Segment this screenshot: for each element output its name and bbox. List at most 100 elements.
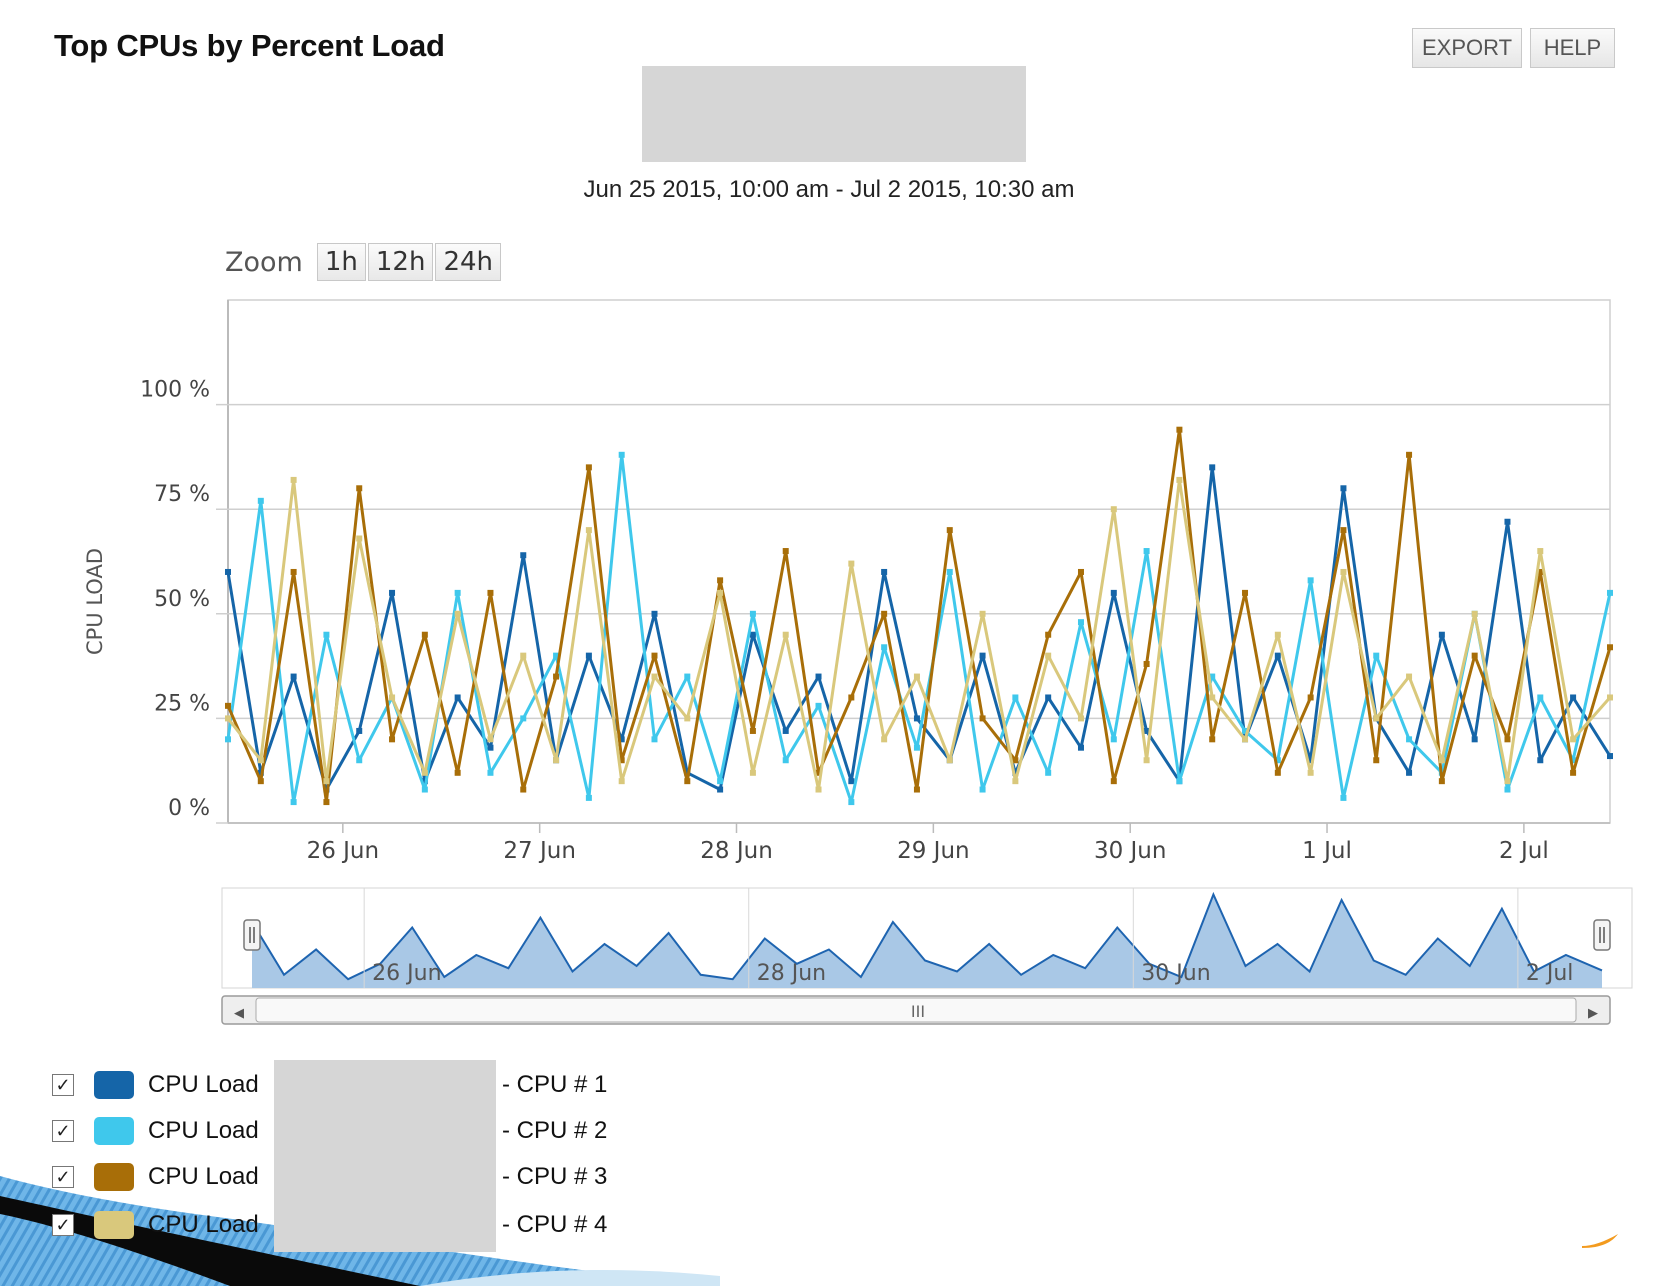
- data-point: [1340, 485, 1347, 492]
- legend-suffix: - CPU # 4: [502, 1211, 608, 1238]
- data-point: [881, 644, 888, 651]
- navigator-handle-right[interactable]: [1593, 919, 1611, 951]
- data-point: [1077, 619, 1084, 626]
- data-point: [1274, 769, 1281, 776]
- zoom-24h-button[interactable]: 24h: [435, 243, 501, 281]
- data-point: [881, 568, 888, 575]
- data-point: [1537, 757, 1544, 764]
- data-point: [979, 652, 986, 659]
- data-point: [618, 778, 625, 785]
- data-point: [1607, 644, 1613, 651]
- scrollbar-thumb[interactable]: [255, 997, 1577, 1023]
- data-point: [1012, 694, 1019, 701]
- scroll-right-arrow-icon[interactable]: ▶: [1588, 1006, 1598, 1021]
- export-button[interactable]: EXPORT: [1412, 28, 1522, 68]
- data-point: [913, 673, 920, 680]
- legend-suffix: - CPU # 3: [502, 1163, 608, 1190]
- data-point: [1373, 757, 1380, 764]
- x-tick-label: 30 Jun: [1094, 838, 1167, 864]
- y-tick-label: 0 %: [168, 796, 210, 821]
- help-button[interactable]: HELP: [1530, 28, 1615, 68]
- data-point: [749, 631, 756, 638]
- zoom-1h-button[interactable]: 1h: [316, 243, 366, 281]
- navigator-label: 26 Jun: [372, 961, 441, 986]
- legend-suffix: - CPU # 1: [502, 1071, 608, 1098]
- scroll-left-arrow-icon[interactable]: ◀: [234, 1006, 244, 1021]
- data-point: [1406, 769, 1413, 776]
- legend-label: CPU Load: [148, 1117, 259, 1144]
- data-point: [323, 778, 330, 785]
- data-point: [520, 552, 527, 559]
- data-point: [782, 548, 789, 555]
- data-point: [1209, 673, 1216, 680]
- legend-label: CPU Load: [148, 1163, 259, 1190]
- y-tick-label: 100 %: [140, 378, 210, 403]
- data-point: [356, 757, 363, 764]
- data-point: [1143, 727, 1150, 734]
- data-point: [1373, 715, 1380, 722]
- data-point: [454, 589, 461, 596]
- data-point: [1438, 631, 1445, 638]
- data-point: [1110, 589, 1117, 596]
- y-tick-label: 25 %: [154, 691, 210, 716]
- data-point: [684, 673, 691, 680]
- data-point: [1406, 673, 1413, 680]
- data-point: [356, 727, 363, 734]
- data-point: [585, 794, 592, 801]
- data-point: [848, 799, 855, 806]
- data-point: [848, 560, 855, 567]
- legend-checkbox-cpu-1[interactable]: ✓: [52, 1074, 74, 1096]
- data-point: [1504, 518, 1511, 525]
- y-tick-label: 75 %: [154, 482, 210, 507]
- legend-checkbox-cpu-4[interactable]: ✓: [52, 1214, 74, 1236]
- data-point: [1607, 694, 1613, 701]
- data-point: [585, 464, 592, 471]
- cpu-load-chart[interactable]: 0 % 25 % 50 % 75 % 100 % CPU LOAD 26 Jun 27 Jun…: [0, 290, 1658, 880]
- data-point: [913, 744, 920, 751]
- data-point: [717, 577, 724, 584]
- data-point: [913, 715, 920, 722]
- chart-axes: 0 % 25 % 50 % 75 % 100 % CPU LOAD 26 Jun 27 Jun…: [83, 378, 1610, 864]
- legend-checkbox-cpu-2[interactable]: ✓: [52, 1120, 74, 1142]
- scrollbar-thumb-grip: III: [911, 1002, 925, 1021]
- zoom-12h-button[interactable]: 12h: [367, 243, 434, 281]
- chart-series: [225, 426, 1613, 806]
- data-point: [1012, 757, 1019, 764]
- data-point: [1373, 652, 1380, 659]
- data-point: [1504, 786, 1511, 793]
- navigator-label: 2 Jul: [1526, 961, 1574, 986]
- data-point: [1110, 778, 1117, 785]
- legend-swatch-cpu-4: [94, 1211, 134, 1239]
- legend-item-cpu-2[interactable]: ✓ CPU Load - CPU # 2: [52, 1114, 672, 1148]
- data-point: [1607, 589, 1613, 596]
- data-point: [782, 727, 789, 734]
- data-point: [257, 757, 264, 764]
- navigator[interactable]: 26 Jun 28 Jun 30 Jun 2 Jul III ◀ ▶: [0, 880, 1658, 1025]
- data-point: [717, 589, 724, 596]
- legend-item-cpu-4[interactable]: ✓ CPU Load - CPU # 4: [52, 1208, 672, 1242]
- data-point: [520, 715, 527, 722]
- data-point: [881, 736, 888, 743]
- data-point: [1045, 694, 1052, 701]
- data-point: [913, 786, 920, 793]
- data-point: [946, 568, 953, 575]
- legend-item-cpu-3[interactable]: ✓ CPU Load - CPU # 3: [52, 1160, 672, 1194]
- data-point: [585, 652, 592, 659]
- navigator-handle-left[interactable]: [243, 919, 261, 951]
- data-point: [225, 568, 231, 575]
- y-axis-title: CPU LOAD: [83, 548, 107, 655]
- data-point: [1045, 631, 1052, 638]
- data-point: [848, 778, 855, 785]
- data-point: [1077, 715, 1084, 722]
- data-point: [487, 769, 494, 776]
- data-point: [749, 769, 756, 776]
- legend-item-cpu-1[interactable]: ✓ CPU Load - CPU # 1: [52, 1068, 672, 1102]
- data-point: [1607, 753, 1613, 760]
- data-point: [290, 568, 297, 575]
- data-point: [454, 694, 461, 701]
- data-point: [520, 786, 527, 793]
- legend-swatch-cpu-2: [94, 1117, 134, 1145]
- data-point: [1209, 736, 1216, 743]
- data-point: [1471, 610, 1478, 617]
- legend-checkbox-cpu-3[interactable]: ✓: [52, 1166, 74, 1188]
